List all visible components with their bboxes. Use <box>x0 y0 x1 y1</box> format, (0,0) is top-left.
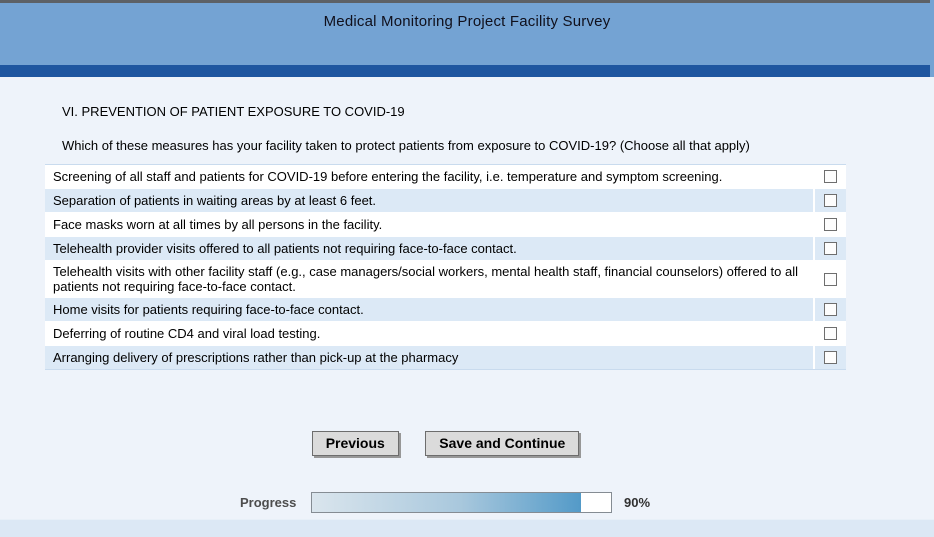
option-checkbox-cell <box>815 213 846 236</box>
option-checkbox[interactable] <box>824 170 837 183</box>
progress-row: Progress 90% <box>240 492 934 513</box>
option-checkbox-cell <box>815 298 846 321</box>
header-divider-bar <box>0 65 930 77</box>
previous-button[interactable]: Previous <box>311 431 399 456</box>
option-checkbox[interactable] <box>824 194 837 207</box>
footer-strip <box>0 519 934 537</box>
option-row: Separation of patients in waiting areas … <box>45 189 846 213</box>
option-label: Arranging delivery of prescriptions rath… <box>45 346 813 369</box>
option-checkbox[interactable] <box>824 351 837 364</box>
progress-fill <box>312 493 582 512</box>
option-checkbox[interactable] <box>824 327 837 340</box>
options-table: Screening of all staff and patients for … <box>45 164 846 370</box>
header-band: Medical Monitoring Project Facility Surv… <box>0 3 934 65</box>
question-text: Which of these measures has your facilit… <box>62 138 750 153</box>
option-checkbox-cell <box>815 346 846 369</box>
option-label: Deferring of routine CD4 and viral load … <box>53 326 321 341</box>
option-label: Home visits for patients requiring face-… <box>45 298 813 321</box>
option-row: Telehealth provider visits offered to al… <box>45 237 846 261</box>
option-checkbox[interactable] <box>824 242 837 255</box>
option-row: Screening of all staff and patients for … <box>45 165 846 189</box>
progress-value: 90% <box>624 495 651 510</box>
button-row: Previous Save and Continue <box>45 431 846 456</box>
option-checkbox-cell <box>815 261 846 297</box>
save-and-continue-button[interactable]: Save and Continue <box>425 431 580 456</box>
option-label: Screening of all staff and patients for … <box>53 169 723 184</box>
option-checkbox-cell <box>815 189 846 212</box>
option-label: Telehealth provider visits offered to al… <box>45 237 813 260</box>
progress-label: Progress <box>240 495 297 510</box>
section-title: VI. PREVENTION OF PATIENT EXPOSURE TO CO… <box>62 104 405 119</box>
option-row: Home visits for patients requiring face-… <box>45 298 846 322</box>
option-checkbox[interactable] <box>824 218 837 231</box>
option-label: Face masks worn at all times by all pers… <box>53 217 383 232</box>
option-checkbox-cell <box>815 237 846 260</box>
option-label: Telehealth visits with other facility st… <box>53 264 798 294</box>
option-checkbox-cell <box>815 322 846 345</box>
header: Medical Monitoring Project Facility Surv… <box>0 0 934 77</box>
top-border-line <box>0 0 930 3</box>
option-checkbox[interactable] <box>824 272 837 286</box>
option-checkbox[interactable] <box>824 303 837 316</box>
option-row: Deferring of routine CD4 and viral load … <box>45 322 846 346</box>
progress-bar <box>311 492 612 513</box>
option-row: Arranging delivery of prescriptions rath… <box>45 346 846 369</box>
option-label: Separation of patients in waiting areas … <box>45 189 813 212</box>
page-title: Medical Monitoring Project Facility Surv… <box>323 13 611 30</box>
option-row: Telehealth visits with other facility st… <box>45 261 846 298</box>
option-checkbox-cell <box>815 165 846 188</box>
option-row: Face masks worn at all times by all pers… <box>45 213 846 237</box>
content-area: VI. PREVENTION OF PATIENT EXPOSURE TO CO… <box>0 77 934 519</box>
